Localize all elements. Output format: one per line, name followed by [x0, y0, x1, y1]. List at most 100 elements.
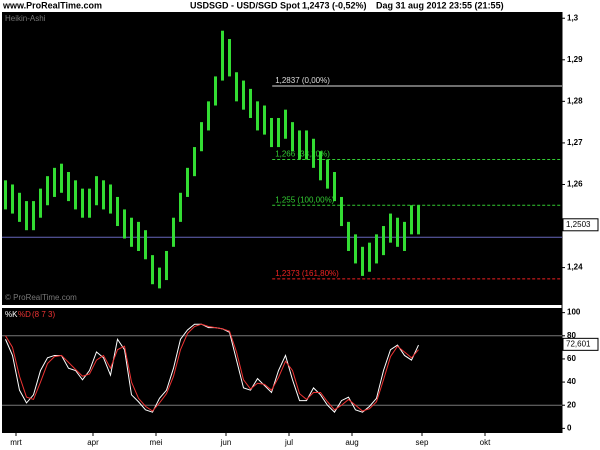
bar: [361, 246, 364, 276]
bar: [53, 167, 56, 197]
y-tick-label: 1,26: [567, 180, 583, 189]
x-tick-label: jul: [284, 438, 293, 447]
bar: [81, 188, 84, 218]
x-tick-label: apr: [87, 438, 99, 447]
bar: [207, 101, 210, 131]
bar: [319, 151, 322, 181]
bar: [228, 39, 231, 77]
bar: [235, 72, 238, 102]
price-marker-label: 1,2503: [566, 220, 591, 229]
bar: [193, 147, 196, 177]
bar: [340, 196, 343, 227]
price-marker: [562, 218, 599, 232]
bar: [18, 192, 21, 222]
bar: [172, 217, 175, 247]
y-tick-label: 1,3: [567, 13, 579, 22]
y-tick-label: 1,27: [567, 138, 583, 147]
y-tick-label: 1,24: [567, 263, 583, 272]
y-tick-label: 100: [567, 308, 581, 317]
bar: [354, 234, 357, 264]
bar: [298, 130, 301, 160]
bar: [39, 188, 42, 218]
bar: [396, 217, 399, 247]
bar: [375, 234, 378, 264]
bar: [88, 188, 91, 218]
bar: [46, 176, 49, 206]
series-line: [5, 323, 419, 413]
bar: [389, 213, 392, 243]
bar: [116, 196, 119, 227]
watermark: © ProRealTime.com: [5, 293, 77, 302]
bar: [151, 255, 154, 285]
bar: [95, 176, 98, 206]
x-tick-label: jun: [220, 438, 232, 447]
y-tick-label: 60: [567, 354, 576, 363]
bar: [186, 167, 189, 197]
bar: [242, 80, 245, 110]
price-panel: [2, 12, 562, 305]
bar: [333, 172, 336, 202]
level-label: 1,2373 (161,80%): [275, 269, 339, 278]
x-tick-label: okt: [480, 438, 491, 447]
bar: [326, 159, 329, 189]
bar: [4, 180, 7, 210]
bar: [67, 172, 70, 202]
y-tick-label: 1,28: [567, 96, 583, 105]
params: (8 7 3): [32, 310, 55, 319]
bar: [165, 250, 168, 281]
legend-k: %K: [5, 310, 18, 319]
x-tick-label: sep: [416, 438, 429, 447]
bar: [221, 30, 224, 81]
y-tick-label: 0: [567, 423, 572, 432]
bar: [109, 184, 112, 214]
y-tick-label: 20: [567, 400, 576, 409]
bar: [11, 184, 14, 214]
bar: [277, 117, 280, 148]
y-tick-label: 1,29: [567, 55, 583, 64]
timestamp: Dag 31 aug 2012 23:55 (21:55): [376, 0, 504, 10]
bar: [214, 76, 217, 106]
bar: [102, 180, 105, 210]
bar: [312, 138, 315, 168]
bar: [158, 267, 161, 289]
bar: [347, 221, 350, 251]
bar: [417, 205, 420, 235]
x-tick-label: aug: [345, 438, 358, 447]
price-marker-label: 72,601: [566, 339, 591, 348]
x-tick-label: mei: [150, 438, 163, 447]
bar: [410, 205, 413, 235]
bar: [256, 101, 259, 131]
site: www.ProRealTime.com: [2, 0, 102, 10]
quote: 1,2473 (-0,52%): [302, 0, 367, 10]
bar: [25, 201, 28, 231]
y-tick-label: 40: [567, 377, 576, 386]
bar: [382, 226, 385, 256]
instrument: USDSGD - USD/SGD Spot: [190, 0, 300, 10]
bar: [60, 163, 63, 193]
level-label: 1,255 (100,00%): [275, 195, 334, 204]
bar: [179, 192, 182, 222]
bar: [368, 242, 371, 272]
level-label: 1,266 (38,20%): [275, 150, 330, 159]
bar: [123, 209, 126, 239]
level-label: 1,2837 (0,00%): [275, 76, 330, 85]
bar: [130, 217, 133, 247]
bar: [305, 130, 308, 160]
bar: [144, 230, 147, 260]
series-label: Heikin-Ashi: [5, 14, 46, 23]
legend-d: %D: [18, 310, 31, 319]
bar: [403, 221, 406, 251]
bar: [263, 105, 266, 135]
bar: [249, 88, 252, 118]
bar: [137, 221, 140, 251]
bar: [291, 122, 294, 152]
series-line: [5, 323, 419, 412]
bar: [284, 109, 287, 139]
x-tick-label: mrt: [10, 438, 22, 447]
price-marker: [562, 337, 599, 351]
bar: [74, 180, 77, 210]
y-tick-label: 80: [567, 331, 576, 340]
bar: [200, 122, 203, 152]
